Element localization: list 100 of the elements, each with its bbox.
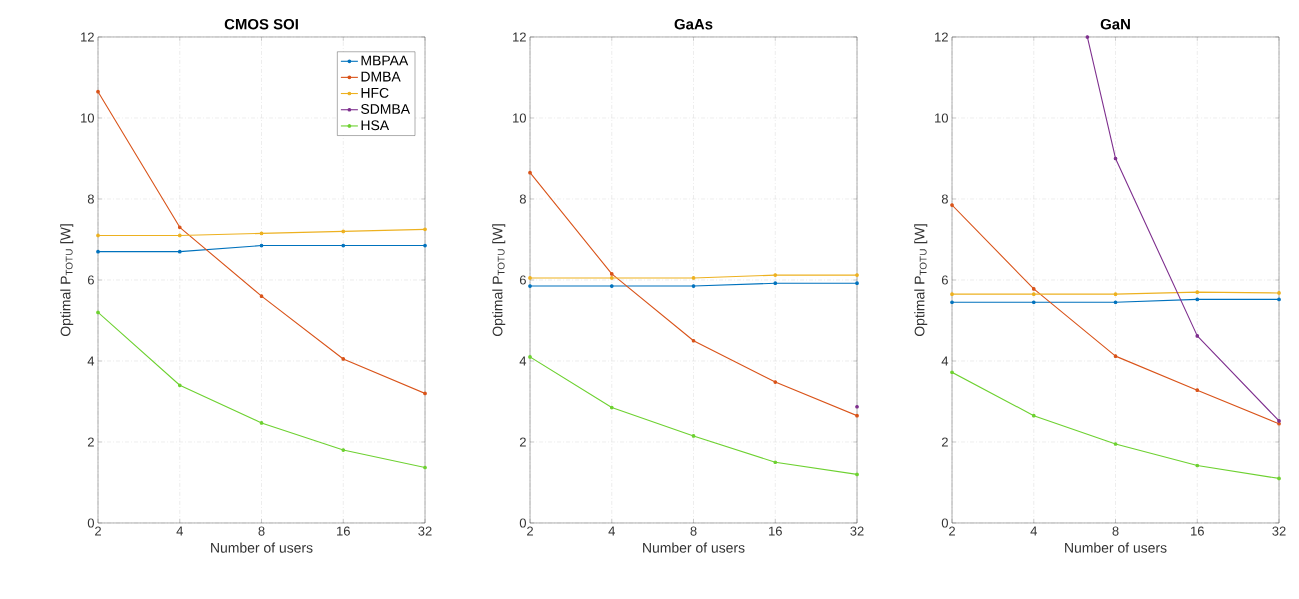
point [950,292,954,297]
point [423,465,427,470]
point [609,272,614,276]
y-axis-title: Optimal P$_{TOTU}$ [W] [60,224,74,337]
x-tick-label: 2 [949,526,955,536]
point [177,225,182,230]
point [1113,300,1118,305]
point [855,281,859,286]
point [341,448,346,452]
x-tick-label: 8 [258,526,265,536]
point [1277,476,1281,481]
y-tick-label: 0 [519,518,526,528]
legend-label: HFC [361,87,389,98]
y-tick-label: 8 [87,194,94,204]
x-tick-label: 4 [1030,526,1038,536]
point [528,170,532,175]
x-tick-label: 2 [527,526,533,536]
point [423,227,427,232]
x-tick-label: 16 [769,526,782,536]
point [177,249,182,254]
legend-label: SDMBA [361,104,411,114]
x-tick-label: 16 [337,526,350,536]
y-tick-label: 12 [81,32,94,42]
point [341,357,346,361]
x-tick-label: 4 [608,526,616,536]
point [855,413,859,418]
point [773,460,778,465]
x-tick-label: 16 [1191,526,1204,536]
y-tick-label: 4 [519,356,527,366]
y-tick-label: 6 [87,275,94,285]
point [609,405,614,410]
point [528,276,532,280]
point [950,370,954,375]
point [1195,388,1200,392]
point [528,284,532,288]
point [1277,291,1281,295]
chart-title: GaN [1100,18,1130,30]
x-axis-title: Number of users [1065,542,1167,553]
y-tick-label: 0 [941,518,948,528]
point [259,421,264,425]
legend-label: HSA [361,120,390,131]
point [177,233,182,238]
x-tick-label: 32 [1272,526,1286,536]
x-tick-label: 2 [95,526,101,536]
point [691,338,696,343]
point [1031,300,1036,305]
y-tick-label: 12 [935,32,948,42]
point [773,281,778,286]
point [1113,354,1118,358]
point [423,243,427,248]
point [1113,442,1118,446]
point [259,243,264,248]
point [96,233,100,238]
point [259,231,264,236]
x-axis-title: Number of users [643,542,745,553]
point [609,284,614,288]
y-tick-label: 6 [941,275,948,285]
point [96,249,100,254]
point [691,276,696,280]
point [1277,297,1281,302]
point [1195,297,1200,302]
x-axis-title: Number of users [211,542,313,553]
point [855,404,859,409]
y-tick-label: 6 [519,275,526,285]
y-tick-label: 8 [941,194,948,204]
point [950,203,954,207]
y-tick-label: 2 [519,437,526,447]
x-tick-label: 4 [176,526,183,536]
legend-label: MBPAA [361,55,409,66]
y-axis-title: Optimal P$_{TOTU}$ [W] [492,224,506,337]
point [341,243,346,248]
point [950,300,954,305]
point [423,391,427,396]
point [1031,292,1036,297]
point [177,383,182,388]
y-tick-label: 12 [513,32,526,42]
y-tick-label: 2 [87,437,94,447]
point [1195,290,1200,294]
point [691,284,696,288]
y-tick-label: 0 [87,518,94,528]
y-tick-label: 4 [87,356,95,366]
point [96,310,100,315]
chart-title: GaAs [674,18,713,30]
point [1113,292,1118,297]
point [1031,413,1036,418]
y-tick-label: 10 [513,113,526,123]
y-tick-label: 4 [941,356,949,366]
chart-title: CMOS SOI [224,18,298,30]
x-tick-label: 32 [418,526,432,536]
point [1031,287,1036,291]
point [1195,463,1200,468]
point [773,380,778,384]
y-axis-title: Optimal P$_{TOTU}$ [W] [914,224,928,337]
point [528,355,532,359]
point [691,434,696,438]
point [341,229,346,234]
point [259,294,264,299]
y-tick-label: 10 [935,113,948,123]
x-tick-label: 8 [1112,526,1119,536]
legend-label: DMBA [361,71,401,82]
